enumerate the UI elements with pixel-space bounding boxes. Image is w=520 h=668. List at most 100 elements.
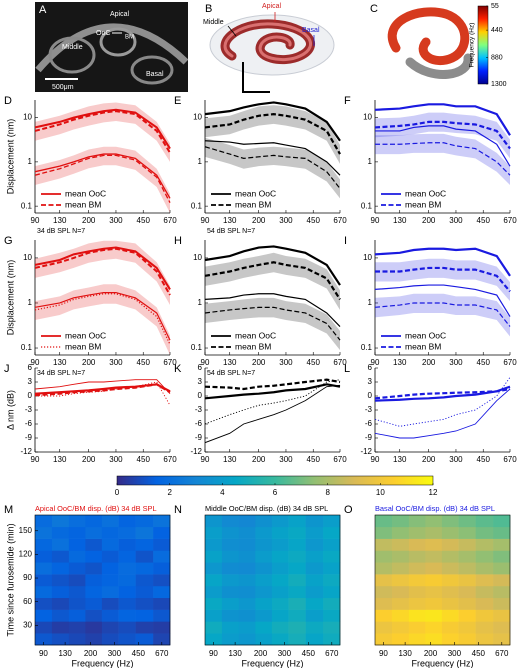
heatmap-cell [85,597,103,610]
x-tick-label: 130 [53,455,67,464]
heatmap-cell [493,621,511,634]
y-tick-label: 1 [368,298,373,307]
heatmap-cell [118,633,136,646]
legend-label: mean BM [65,341,101,351]
heatmap-cell [323,633,341,646]
x-tick-label: 90 [201,455,210,464]
series-line [205,306,341,341]
heatmap-cell [51,621,70,634]
legend-label: mean BM [405,199,441,209]
heatmap-cell [493,526,511,539]
heatmap-cell [475,574,494,587]
heatmap-cell [153,585,171,599]
series-line [375,247,511,277]
heatmap-cell [221,574,240,587]
error-band [205,252,340,310]
heatmap-cell [375,574,393,587]
heatmap-cell [255,574,273,587]
heatmap-cell [118,621,136,634]
y-axis-label: Displacement (nm) [5,260,15,336]
x-tick-label: 670 [155,649,169,658]
panel-letter: I [344,235,347,247]
heatmap-cell [255,597,273,610]
x-tick-label: 300 [449,455,463,464]
heatmap-cell [323,585,341,599]
panel-note: 54 dB SPL N=7 [207,228,255,235]
annotation: Basal [302,27,320,34]
heatmap-cell [493,609,511,622]
heatmap-cell [153,621,171,634]
x-tick-label: 130 [223,216,237,225]
colorbar-tick-label: 8 [325,488,330,497]
x-tick-label: 130 [228,649,242,658]
heatmap-cell [35,585,53,599]
legend-label: mean BM [235,341,271,351]
y-tick-label: -6 [195,419,203,428]
series-line [375,103,511,136]
heatmap-cell [458,609,476,622]
heatmap-cell [118,597,136,610]
y-tick-label: 6 [28,363,33,372]
heatmap-cell [441,562,459,575]
y-tick-label: 10 [193,113,202,122]
annotation: OoC [96,30,110,37]
heatmap-cell [101,585,119,599]
y-tick-label: 10 [363,113,372,122]
heatmap-cell [458,550,476,563]
heatmap-cell [238,621,256,634]
annotation: Apical [262,3,282,10]
heatmap-cell [288,585,306,599]
heatmap-cell [493,515,511,528]
heatmap-cell [441,621,459,634]
x-tick-label: 130 [393,216,407,225]
y-tick-label: 3 [368,377,373,386]
heatmap-cell [221,562,240,575]
error-band [205,297,340,351]
series-line [205,245,341,286]
colorbar-tick-label: 1300 [491,81,507,88]
heatmap-cell [323,550,341,563]
heatmap-cell [135,526,154,539]
heatmap-cell [475,621,494,634]
heatmap-cell [51,550,70,563]
series-line [205,384,341,444]
heatmap-cell [135,597,154,610]
heatmap-cell [118,574,136,587]
heatmap-cell [205,515,223,528]
heatmap-cell [153,633,171,646]
x-tick-label: 90 [371,216,380,225]
x-tick-label: 200 [422,216,436,225]
heatmap-cell [305,633,324,646]
heatmap-cell [305,585,324,599]
series-line [375,142,511,176]
y-tick-label: -9 [25,433,33,442]
series-line [205,101,341,142]
colorbar-tick-label: 6 [273,488,278,497]
heatmap-cell [101,621,119,634]
heatmap-cell [391,597,410,610]
heatmap-cell [441,597,459,610]
turn [130,55,174,85]
heatmap-cell [288,609,306,622]
series-line [35,379,171,394]
x-tick-label: 450 [307,216,321,225]
x-tick-label: 300 [109,216,123,225]
panel-title: Basal OoC/BM disp. (dB) 34 dB SPL [375,504,495,513]
y-tick-label: 1 [198,298,203,307]
heatmap-cell [153,515,171,528]
x-tick-label: 450 [307,455,321,464]
x-tick-label: 90 [201,358,210,367]
series-line [205,379,341,425]
heatmap-cell [255,633,273,646]
heatmap-cell [221,550,240,563]
x-tick-label: 130 [393,358,407,367]
colorbar-tick-label: 55 [491,3,499,10]
series-line [35,108,171,150]
panel-title: Apical OoC/BM disp. (dB) 34 dB SPL [35,504,157,513]
heatmap-cell [375,597,393,610]
heatmap-cell [493,633,511,646]
heatmap-cell [375,633,393,646]
heatmap-cell [68,515,86,528]
heatmap-cell [408,574,426,587]
heatmap-cell [255,609,273,622]
